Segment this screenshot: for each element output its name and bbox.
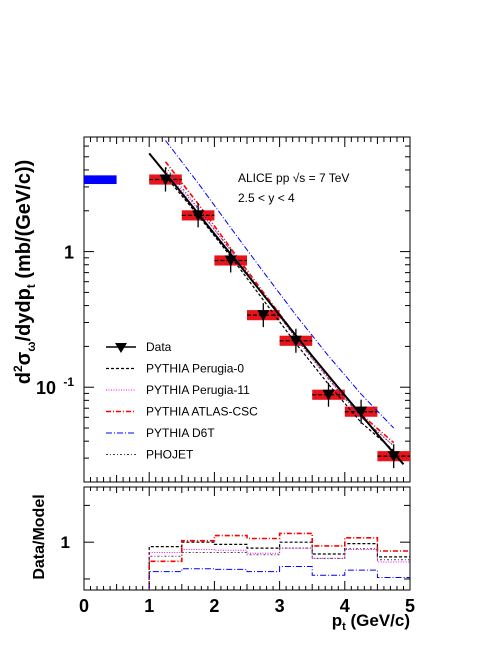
legend-label: PYTHIA Perugia-11 bbox=[146, 383, 250, 397]
x-tick-label: 4 bbox=[340, 596, 350, 616]
legend-label: PYTHIA D6T bbox=[146, 426, 215, 440]
collision-system-annotation: ALICE pp √s = 7 TeV bbox=[238, 171, 349, 185]
legend-label: PYTHIA Perugia-0 bbox=[146, 362, 244, 376]
y-axis-title-part: 2 bbox=[11, 365, 25, 372]
legend-marker bbox=[115, 343, 127, 353]
x-axis-title-part: (GeV/c) bbox=[346, 611, 410, 630]
main-y-ticks bbox=[84, 136, 410, 483]
x-tick-label: 1 bbox=[144, 596, 154, 616]
x-axis-title-part: p bbox=[332, 611, 342, 630]
y-axis-title-part: d bbox=[13, 372, 35, 384]
ratio-y-tick-label: 1 bbox=[61, 533, 70, 552]
ratio-step-pythia-d6t bbox=[148, 566, 410, 590]
model-curve-pythia-d6t bbox=[165, 140, 395, 429]
x-axis-title: pt (GeV/c) bbox=[332, 611, 410, 633]
data-point bbox=[322, 389, 335, 401]
data-point bbox=[257, 310, 270, 322]
main-panel: 1 10 -1 bbox=[36, 136, 411, 483]
main-x-ticks bbox=[83, 137, 411, 482]
legend-label: PYTHIA ATLAS-CSC bbox=[146, 405, 258, 419]
ratio-step-pythia-atlas-csc bbox=[148, 532, 410, 590]
main-y-tick-label: 1 bbox=[64, 243, 74, 263]
ratio-panel: 1 0 1 2 3 4 5 bbox=[61, 486, 415, 616]
main-y-tick-label: 10 bbox=[36, 378, 56, 398]
main-y-axis-title: d2σω/dydpt (mb/(GeV/c)) bbox=[11, 160, 38, 385]
x-tick-label: 3 bbox=[275, 596, 285, 616]
data-point bbox=[387, 451, 400, 463]
y-axis-title-part: /dydp bbox=[13, 288, 35, 341]
data-point bbox=[224, 255, 237, 267]
main-frame bbox=[83, 136, 411, 483]
data-point bbox=[355, 406, 368, 418]
y-axis-title-part: (mb/(GeV/c)) bbox=[13, 160, 35, 284]
model-curve-phojet bbox=[165, 166, 395, 447]
y-axis-title-part: σ bbox=[13, 351, 35, 365]
main-y-tick-label-exponent: -1 bbox=[63, 375, 74, 389]
legend-label: Data bbox=[146, 340, 172, 354]
data-point bbox=[192, 210, 205, 222]
model-curve-pythia-perugia-0 bbox=[165, 175, 395, 452]
x-axis-title-part: t bbox=[342, 621, 346, 633]
normalization-uncertainty-box bbox=[84, 175, 117, 185]
ratio-y-axis-title: Data/Model bbox=[31, 494, 48, 579]
data-point bbox=[159, 174, 172, 186]
legend-label: PHOJET bbox=[146, 448, 194, 462]
data-point bbox=[289, 335, 302, 347]
x-tick-label: 5 bbox=[405, 596, 415, 616]
rapidity-range-annotation: 2.5 < y < 4 bbox=[238, 191, 295, 205]
x-tick-label: 0 bbox=[79, 596, 89, 616]
y-axis-title-part: ω bbox=[24, 342, 38, 352]
legend: Data PYTHIA Perugia-0 PYTHIA Perugia-11 PYT… bbox=[106, 340, 258, 462]
ratio-ticks bbox=[83, 487, 411, 590]
x-tick-label: 2 bbox=[209, 596, 219, 616]
y-axis-title-part: t bbox=[24, 284, 38, 288]
